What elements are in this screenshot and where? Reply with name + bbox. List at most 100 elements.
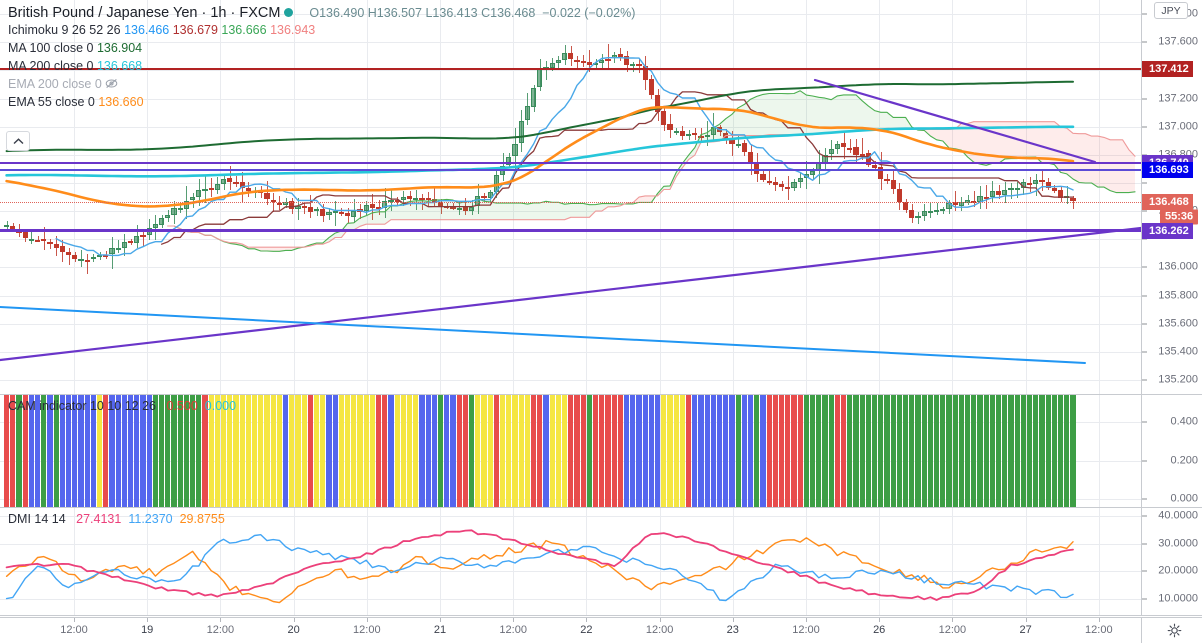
candlestick[interactable]: [190, 197, 196, 201]
candlestick[interactable]: [934, 209, 940, 212]
candlestick[interactable]: [710, 127, 716, 136]
candlestick[interactable]: [22, 231, 28, 239]
candlestick[interactable]: [1058, 189, 1064, 198]
candlestick[interactable]: [400, 196, 406, 201]
candlestick[interactable]: [1014, 188, 1020, 191]
candlestick[interactable]: [698, 135, 704, 138]
candlestick[interactable]: [500, 166, 506, 176]
price-line-label[interactable]: 136.693: [1142, 161, 1193, 178]
candlestick[interactable]: [723, 132, 729, 140]
candlestick[interactable]: [376, 207, 382, 210]
candlestick[interactable]: [59, 246, 65, 253]
candlestick[interactable]: [692, 133, 698, 136]
candlestick[interactable]: [772, 181, 778, 185]
candlestick[interactable]: [667, 124, 673, 131]
candlestick[interactable]: [276, 202, 282, 205]
candlestick[interactable]: [996, 190, 1002, 196]
candlestick[interactable]: [245, 188, 251, 191]
candlestick[interactable]: [152, 223, 158, 228]
candlestick[interactable]: [748, 152, 754, 162]
candlestick[interactable]: [1002, 189, 1008, 196]
dmi-panel[interactable]: 40.0000 30.0000 20.0000 10.0000: [0, 508, 1202, 615]
candlestick[interactable]: [661, 111, 667, 125]
dmi-legend-name[interactable]: DMI 14 14: [8, 512, 66, 526]
candlestick[interactable]: [258, 190, 264, 194]
countdown-timer-label[interactable]: 55:36: [1160, 209, 1199, 224]
candlestick[interactable]: [915, 216, 921, 219]
candlestick[interactable]: [413, 197, 419, 200]
indicator-legend-row[interactable]: EMA 55 close 0 136.660: [8, 95, 144, 109]
candlestick[interactable]: [351, 210, 357, 218]
candlestick[interactable]: [1008, 188, 1014, 191]
candlestick[interactable]: [940, 209, 946, 212]
candlestick[interactable]: [41, 239, 47, 242]
candlestick[interactable]: [307, 206, 313, 212]
candlestick[interactable]: [481, 195, 487, 199]
candlestick[interactable]: [78, 258, 84, 261]
candlestick[interactable]: [704, 134, 710, 137]
candlestick[interactable]: [853, 146, 859, 155]
candlestick[interactable]: [338, 211, 344, 215]
candlestick[interactable]: [66, 251, 72, 255]
candlestick[interactable]: [35, 239, 41, 242]
candlestick[interactable]: [1045, 181, 1051, 189]
candlestick[interactable]: [487, 192, 493, 198]
cam-indicator-panel[interactable]: 0.400 0.200 0.000: [0, 395, 1202, 507]
candlestick[interactable]: [785, 186, 791, 189]
candlestick[interactable]: [233, 181, 239, 184]
candlestick[interactable]: [221, 178, 227, 184]
candlestick[interactable]: [673, 131, 679, 133]
candlestick[interactable]: [1027, 182, 1033, 185]
candlestick[interactable]: [363, 204, 369, 212]
candlestick[interactable]: [425, 198, 431, 201]
candlestick[interactable]: [686, 134, 692, 137]
candlestick[interactable]: [872, 164, 878, 169]
candlestick[interactable]: [896, 188, 902, 202]
indicator-legend-row[interactable]: MA 100 close 0 136.904: [8, 41, 143, 55]
candlestick[interactable]: [648, 79, 654, 95]
candlestick[interactable]: [847, 147, 853, 150]
candlestick[interactable]: [735, 143, 741, 146]
candlestick[interactable]: [729, 139, 735, 145]
candlestick[interactable]: [121, 241, 127, 248]
candlestick[interactable]: [1064, 196, 1070, 199]
candlestick[interactable]: [177, 207, 183, 210]
dmi-axis[interactable]: 40.0000 30.0000 20.0000 10.0000: [1141, 508, 1202, 615]
candlestick[interactable]: [797, 177, 803, 183]
candlestick[interactable]: [834, 143, 840, 149]
candlestick[interactable]: [927, 211, 933, 214]
candlestick[interactable]: [456, 207, 462, 210]
candlestick[interactable]: [128, 240, 134, 244]
last-price-label[interactable]: 136.468: [1142, 193, 1193, 210]
cam-axis[interactable]: 0.400 0.200 0.000: [1141, 395, 1202, 507]
candlestick[interactable]: [1051, 188, 1057, 191]
price-line-label[interactable]: 136.262: [1142, 222, 1193, 239]
horizontal-line-136693[interactable]: [0, 169, 1141, 171]
candlestick[interactable]: [655, 94, 661, 112]
chart-settings-button[interactable]: [1167, 623, 1182, 638]
candlestick[interactable]: [884, 178, 890, 181]
indicator-legend-row[interactable]: MA 200 close 0 136.668: [8, 59, 143, 73]
candlestick[interactable]: [989, 191, 995, 198]
horizontal-line-136262[interactable]: [0, 229, 1141, 232]
candlestick[interactable]: [252, 190, 258, 193]
candlestick[interactable]: [326, 212, 332, 216]
candlestick[interactable]: [462, 207, 468, 212]
candlestick[interactable]: [890, 179, 896, 190]
candlestick[interactable]: [369, 203, 375, 208]
candlestick[interactable]: [617, 53, 623, 58]
candlestick[interactable]: [202, 189, 208, 191]
resistance-line-137412[interactable]: [0, 67, 1141, 70]
candlestick[interactable]: [140, 234, 146, 237]
horizontal-line-136740[interactable]: [0, 162, 1141, 165]
indicator-legend-row[interactable]: Ichimoku 9 26 52 26 136.466 136.679 136.…: [8, 23, 316, 37]
candlestick[interactable]: [208, 187, 214, 190]
candlestick[interactable]: [828, 148, 834, 154]
eye-crossed-icon[interactable]: [105, 78, 118, 89]
candlestick[interactable]: [450, 206, 456, 209]
candlestick[interactable]: [4, 224, 10, 227]
candlestick[interactable]: [518, 120, 524, 144]
candlestick[interactable]: [332, 210, 338, 213]
candlestick[interactable]: [419, 198, 425, 201]
candlestick[interactable]: [53, 243, 59, 248]
